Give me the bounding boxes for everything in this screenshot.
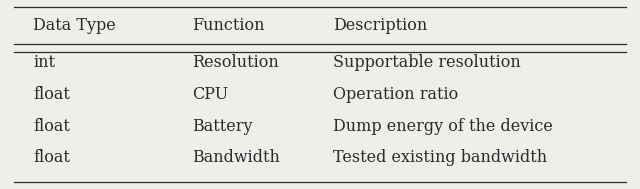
Text: Resolution: Resolution [193, 54, 279, 71]
Text: Data Type: Data Type [33, 17, 116, 34]
Text: int: int [33, 54, 55, 71]
Text: Tested existing bandwidth: Tested existing bandwidth [333, 149, 547, 166]
Text: Function: Function [193, 17, 265, 34]
Text: float: float [33, 118, 70, 135]
Text: Battery: Battery [193, 118, 253, 135]
Text: CPU: CPU [193, 86, 229, 103]
Text: Supportable resolution: Supportable resolution [333, 54, 520, 71]
Text: Description: Description [333, 17, 427, 34]
Text: Bandwidth: Bandwidth [193, 149, 280, 166]
Text: Dump energy of the device: Dump energy of the device [333, 118, 552, 135]
Text: Operation ratio: Operation ratio [333, 86, 458, 103]
Text: float: float [33, 149, 70, 166]
Text: float: float [33, 86, 70, 103]
